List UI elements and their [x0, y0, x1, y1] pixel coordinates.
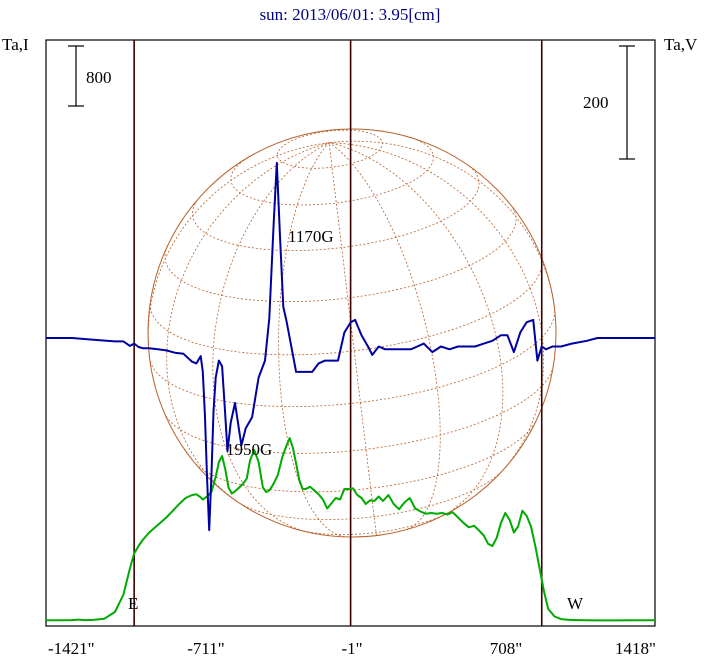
parallel-line: [149, 256, 543, 356]
annotation-1170g: 1170G: [288, 227, 334, 246]
solar-disk: [147, 128, 557, 538]
meridian-line: [278, 142, 345, 537]
solar-disk-outline: [147, 128, 557, 538]
annotation-1950g: 1950G: [226, 440, 272, 459]
meridian-line: [329, 140, 555, 309]
parallel-line: [277, 129, 383, 169]
right-scale-bar: [619, 45, 635, 160]
x-tick-label: -711": [187, 639, 224, 658]
x-tick-label: 1418": [615, 639, 656, 658]
parallel-line: [164, 204, 517, 302]
meridian-line: [329, 142, 545, 471]
meridian-line: [166, 142, 330, 503]
parallel-line: [192, 164, 480, 251]
meridian-line: [328, 142, 441, 530]
parallel-line: [230, 136, 434, 206]
left-scale-label: 800: [86, 68, 112, 87]
right-axis-label: Ta,V: [664, 35, 698, 54]
meridian-line: [328, 142, 377, 536]
x-tick-label: 708": [490, 639, 522, 658]
parallel-line: [299, 511, 451, 535]
intensity-series-line: [46, 437, 655, 622]
x-tick-label: -1421": [48, 639, 95, 658]
vertical-markers: [133, 40, 543, 626]
parallel-line: [195, 423, 536, 493]
right-scale-label: 200: [583, 93, 609, 112]
meridian-line: [212, 142, 330, 532]
left-axis-label: Ta,I: [2, 35, 29, 54]
west-label: W: [567, 594, 584, 613]
polarization-series-line: [46, 161, 655, 532]
meridian-line: [148, 142, 330, 358]
east-label: E: [128, 594, 138, 613]
chart-title: sun: 2013/06/01: 3.95[cm]: [260, 5, 441, 24]
left-scale-bar: [68, 45, 84, 107]
solar-disk-grid: [148, 129, 556, 537]
parallel-line: [149, 308, 556, 407]
meridian-line: [329, 142, 504, 515]
x-tick-label: -1": [341, 639, 362, 658]
parallel-line: [239, 471, 502, 520]
parallel-line: [163, 365, 554, 454]
